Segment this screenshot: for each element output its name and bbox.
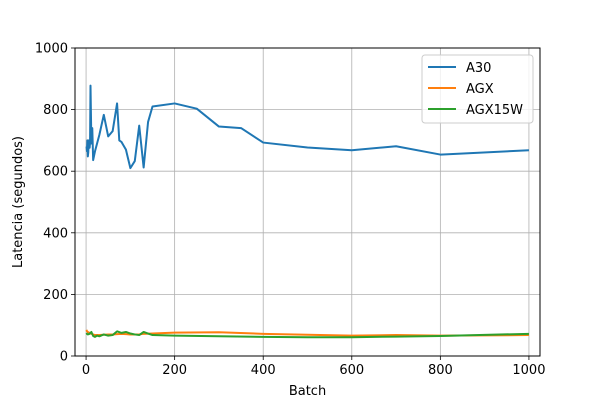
x-tick-label: 800 <box>428 363 453 378</box>
y-axis-label: Latencia (segundos) <box>11 136 26 268</box>
series-layer <box>85 84 529 339</box>
y-tick-label: 0 <box>60 350 68 365</box>
x-tick-label: 400 <box>251 363 276 378</box>
legend: A30 AGX AGX15W <box>421 54 534 124</box>
plot-frame <box>74 47 541 357</box>
x-tick-label: 1000 <box>512 363 545 378</box>
x-tick-label: 600 <box>339 363 364 378</box>
y-axis-ticks: 0 200 400 600 800 1000 <box>35 42 75 365</box>
x-axis-ticks: 0 200 400 600 800 1000 <box>82 356 545 378</box>
y-tick-label: 400 <box>43 226 68 241</box>
x-tick-label: 0 <box>82 363 90 378</box>
x-axis-label: Batch <box>289 384 326 399</box>
legend-label-a30: A30 <box>466 61 491 76</box>
y-tick-label: 800 <box>43 103 68 118</box>
legend-label-agx15w: AGX15W <box>466 103 523 118</box>
y-tick-label: 600 <box>43 165 68 180</box>
series-line-agx15w <box>85 330 529 339</box>
x-tick-label: 200 <box>162 363 187 378</box>
series-line-a30 <box>85 84 529 170</box>
y-tick-label: 1000 <box>35 42 68 57</box>
legend-label-agx: AGX <box>466 82 494 97</box>
y-tick-label: 200 <box>43 288 68 303</box>
legend-box <box>421 54 534 124</box>
